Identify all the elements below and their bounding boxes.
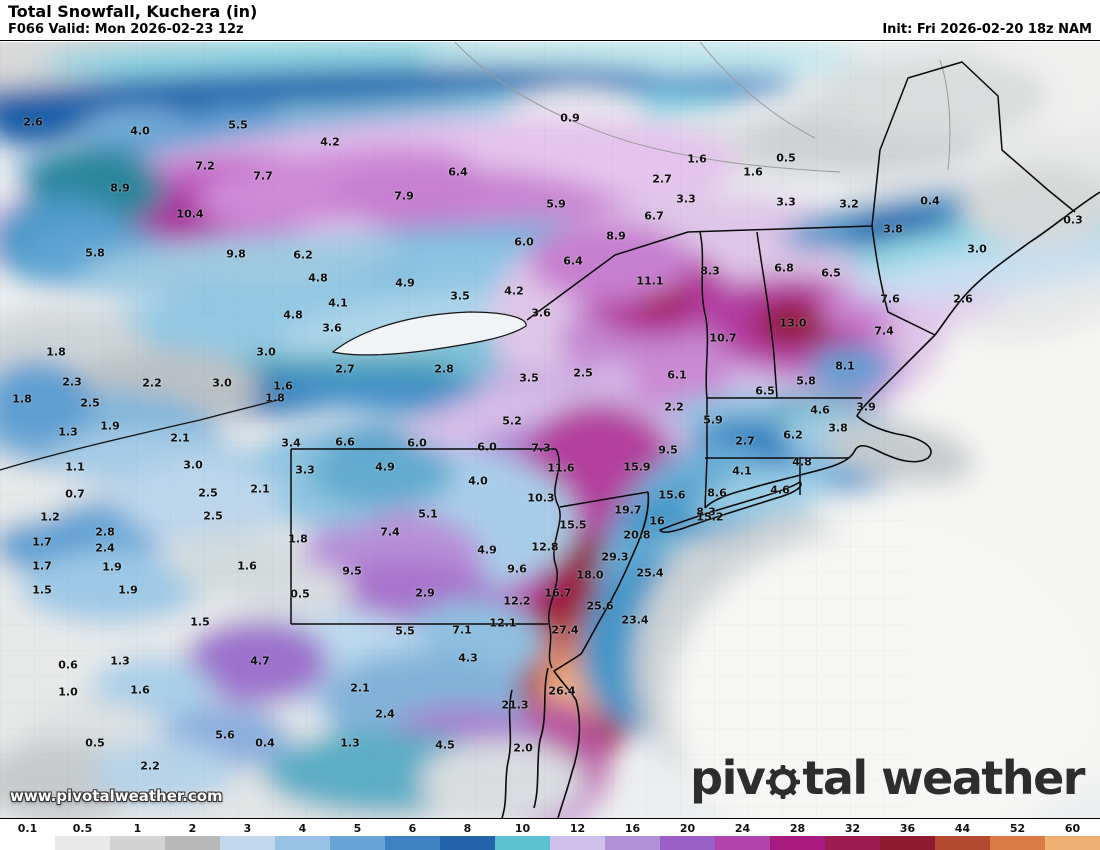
logo-text-right: tal weather	[802, 751, 1085, 805]
legend-swatch	[550, 836, 605, 850]
legend-swatch	[990, 836, 1045, 850]
valid-time-label: F066 Valid: Mon 2026-02-23 12z	[8, 22, 244, 37]
legend-swatch	[935, 836, 990, 850]
legend-swatch	[825, 836, 880, 850]
legend-tick-label: 0.5	[72, 822, 93, 835]
county-grid	[0, 42, 905, 818]
legend-swatch	[165, 836, 220, 850]
legend-swatch	[1045, 836, 1100, 850]
legend-tick-label: 60	[1064, 822, 1081, 835]
coastline	[501, 191, 1100, 818]
legend-tick-label: 16	[624, 822, 641, 835]
legend-tick-label: 20	[679, 822, 696, 835]
legend-swatch	[605, 836, 660, 850]
legend-tick-label: 24	[734, 822, 751, 835]
legend-tick-label: 44	[954, 822, 971, 835]
watermark: www.pivotalweather.com	[10, 787, 223, 805]
page-title: Total Snowfall, Kuchera (in)	[8, 2, 258, 21]
legend-tick-label: 10	[514, 822, 531, 835]
legend-colorbar: 0.1 0.5 1 2 3 4 5 6 8 10 12 16 20 24 28 32 36 44 52 60	[0, 818, 1100, 850]
legend-labels: 0.1 0.5 1 2 3 4 5 6 8 10 12 16 20 24 28 32 36 44 52 60	[0, 819, 1100, 836]
legend-swatch	[275, 836, 330, 850]
snowfall-map-canvas	[0, 42, 1100, 818]
legend-swatch	[495, 836, 550, 850]
legend-swatch	[220, 836, 275, 850]
legend-swatch	[110, 836, 165, 850]
legend-tick-label: 1	[133, 822, 142, 835]
legend-tick-label: 5	[353, 822, 362, 835]
legend-tick-label: 8	[463, 822, 472, 835]
legend-swatch	[880, 836, 935, 850]
logo-text-left: piv	[690, 751, 766, 805]
legend-tick-label: 4	[298, 822, 307, 835]
map-header: Total Snowfall, Kuchera (in) F066 Valid:…	[0, 0, 1100, 41]
legend-tick-label: 32	[844, 822, 861, 835]
legend-tick-label: 36	[899, 822, 916, 835]
legend-tick-label: 52	[1009, 822, 1026, 835]
legend-swatch	[770, 836, 825, 850]
legend-swatch	[385, 836, 440, 850]
legend-swatches	[0, 836, 1100, 850]
legend-swatch	[440, 836, 495, 850]
lakes	[0, 311, 527, 471]
legend-tick-label: 12	[569, 822, 586, 835]
legend-swatch	[715, 836, 770, 850]
legend-swatch	[55, 836, 110, 850]
legend-tick-label: 3	[243, 822, 252, 835]
state-borders	[290, 61, 1076, 669]
legend-tick-label: 6	[408, 822, 417, 835]
legend-tick-label: 0.1	[17, 822, 38, 835]
init-time-label: Init: Fri 2026-02-20 18z NAM	[882, 22, 1092, 37]
map-image[interactable]	[0, 42, 1100, 818]
legend-swatch	[0, 836, 55, 850]
canada-rivers	[454, 42, 951, 173]
pivotal-weather-logo: piv tal weather	[690, 751, 1085, 805]
gear-icon	[766, 764, 801, 799]
legend-swatch	[660, 836, 715, 850]
legend-tick-label: 28	[789, 822, 806, 835]
legend-swatch	[330, 836, 385, 850]
legend-tick-label: 2	[188, 822, 197, 835]
